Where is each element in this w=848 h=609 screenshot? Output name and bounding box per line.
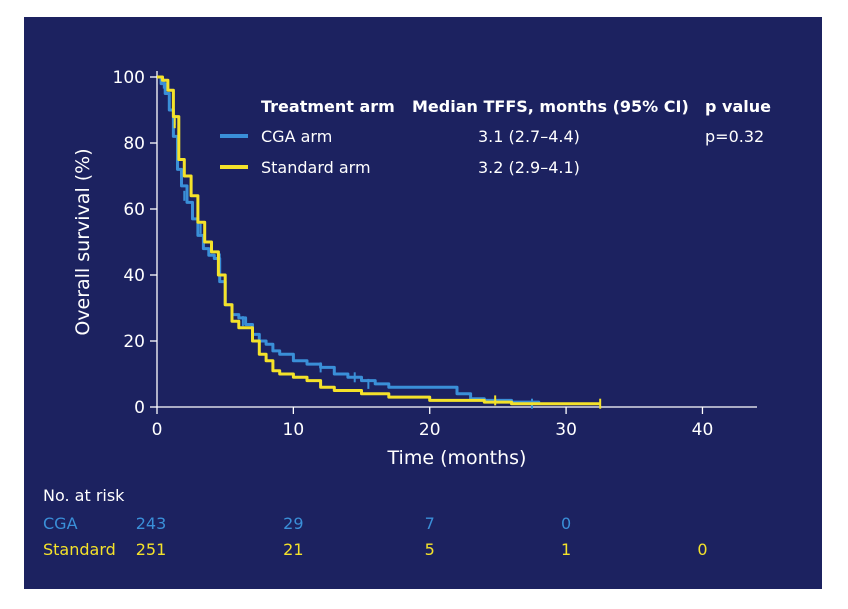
legend-header: p value: [705, 97, 771, 116]
y-tick-label: 0: [134, 398, 145, 418]
risk-value: 251: [136, 540, 167, 559]
risk-value: 1: [561, 540, 571, 559]
legend-p-value: p=0.32: [705, 127, 764, 146]
series-line-standard: [157, 75, 601, 406]
risk-row-label: CGA: [43, 514, 78, 533]
y-axis-label: Overall survival (%): [72, 148, 94, 335]
y-tick-label: 80: [123, 134, 145, 154]
risk-value: 5: [425, 540, 435, 559]
risk-value: 0: [561, 514, 571, 533]
y-tick-label: 100: [113, 68, 145, 88]
risk-value: 29: [283, 514, 303, 533]
legend-label: Standard arm: [261, 158, 371, 177]
risk-value: 7: [425, 514, 435, 533]
x-tick-label: 0: [152, 420, 163, 440]
y-tick-label: 20: [123, 332, 145, 352]
x-tick-label: 40: [692, 420, 714, 440]
x-tick-label: 30: [555, 420, 577, 440]
x-axis-label: Time (months): [387, 447, 527, 469]
x-tick-label: 10: [283, 420, 305, 440]
legend-median: 3.1 (2.7–4.4): [478, 127, 580, 146]
legend-header: Treatment arm: [261, 97, 395, 116]
series-line-cga: [157, 75, 541, 404]
legend-header: Median TFFS, months (95% CI): [412, 97, 689, 116]
y-tick-label: 60: [123, 200, 145, 220]
legend-median: 3.2 (2.9–4.1): [478, 158, 580, 177]
risk-value: 0: [697, 540, 707, 559]
legend-label: CGA arm: [261, 127, 332, 146]
risk-value: 21: [283, 540, 303, 559]
chart-figure: 0 20 40 60 80 100 0 10 20 30 40 Time (months) Overal…: [24, 17, 822, 589]
risk-row-label: Standard: [43, 540, 116, 559]
risk-value: 243: [136, 514, 167, 533]
risk-table-title: No. at risk: [43, 486, 125, 505]
y-tick-label: 40: [123, 266, 145, 286]
x-tick-label: 20: [419, 420, 441, 440]
